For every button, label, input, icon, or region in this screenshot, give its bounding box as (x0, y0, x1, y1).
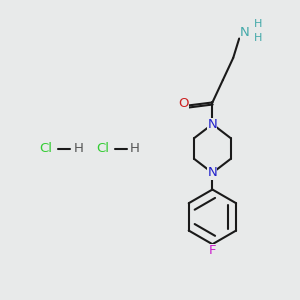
Text: N: N (240, 26, 249, 38)
Text: H: H (74, 142, 84, 155)
Text: N: N (208, 118, 217, 130)
Text: N: N (208, 167, 217, 179)
Text: Cl: Cl (40, 142, 52, 155)
Text: O: O (178, 98, 188, 110)
Text: Cl: Cl (96, 142, 109, 155)
Text: H: H (254, 19, 262, 29)
Text: F: F (209, 244, 216, 257)
Text: H: H (130, 142, 140, 155)
Text: H: H (254, 33, 262, 43)
